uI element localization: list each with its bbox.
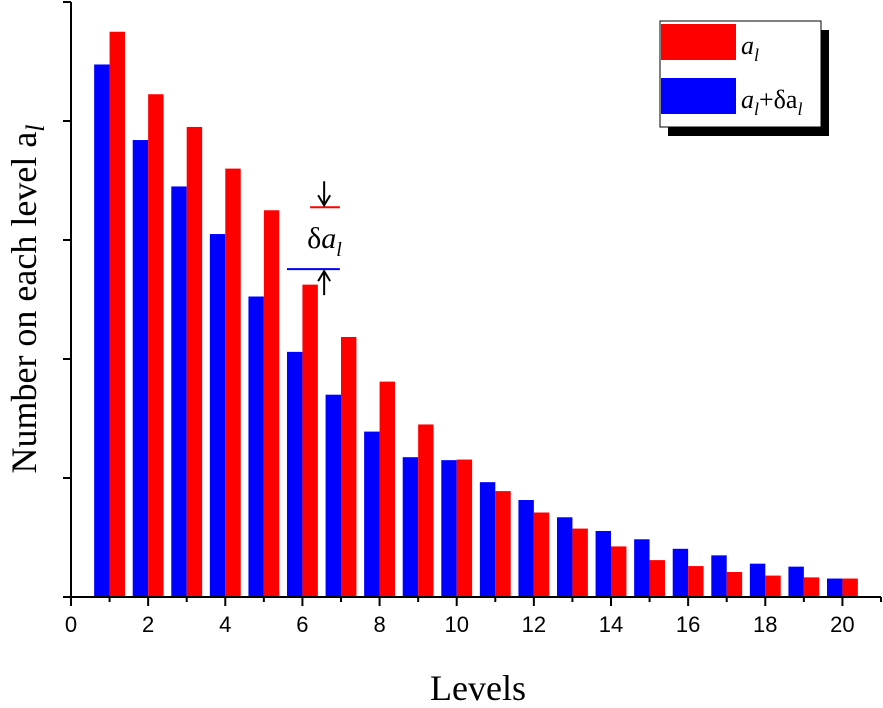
bar-a-plus-delta-8: [364, 431, 380, 597]
y-axis-title: Number on each level al: [4, 124, 50, 473]
x-ticks: 0 2 4 6 8 10 12 14 16 18 20: [65, 597, 882, 637]
delta-label-italic: a: [321, 222, 336, 255]
bar-a-plus-delta-12: [518, 500, 534, 597]
bar-a-14: [611, 546, 627, 597]
bar-a-plus-delta-7: [325, 394, 341, 597]
bar-a-plus-delta-14: [595, 530, 611, 597]
x-tick-label: 10: [444, 612, 468, 637]
legend-swatch-red: [661, 24, 736, 60]
bar-a-17: [726, 572, 743, 597]
legend-label-a-plus-delta: al+δal: [741, 85, 803, 119]
bar-a-plus-delta-19: [788, 566, 804, 597]
bar-a-11: [495, 491, 511, 597]
bar-a-18: [765, 575, 781, 597]
bars-layer: [94, 31, 858, 598]
bar-a-plus-delta-15: [634, 539, 650, 597]
bar-a-plus-delta-9: [402, 457, 419, 597]
x-tick-label: 20: [830, 612, 854, 637]
y-ticks: [63, 1, 71, 598]
bar-a-plus-delta-13: [557, 517, 573, 597]
x-axis-title: Levels: [430, 668, 526, 708]
bar-a-plus-delta-3: [171, 186, 187, 597]
bar-a-plus-delta-1: [94, 64, 110, 598]
delta-arrow-up-head: [317, 269, 332, 282]
bar-a-15: [649, 560, 665, 597]
x-tick-label: 0: [65, 612, 77, 637]
bar-a-6: [302, 284, 318, 598]
bar-a-16: [688, 566, 704, 597]
bar-a-3: [186, 126, 203, 597]
bar-a-plus-delta-16: [672, 548, 689, 597]
legend-label-a: al: [741, 31, 759, 65]
bar-a-plus-delta-20: [827, 578, 843, 597]
bar-a-plus-delta-5: [248, 296, 264, 597]
bar-a-plus-delta-2: [132, 140, 149, 598]
bar-a-10: [456, 459, 473, 597]
bar-a-5: [263, 210, 280, 597]
bar-a-19: [803, 577, 820, 597]
delta-label: δal: [307, 222, 342, 261]
bar-a-plus-delta-17: [711, 555, 727, 597]
bar-a-12: [533, 512, 550, 597]
bar-a-2: [148, 94, 164, 597]
bar-a-7: [341, 336, 357, 597]
delta-arrow-down-head: [317, 194, 332, 208]
x-tick-label: 8: [373, 612, 385, 637]
bar-a-13: [572, 528, 588, 597]
axes-layer: [70, 2, 881, 598]
delta-label-main: δ: [307, 222, 321, 255]
delta-annotation: δal: [287, 181, 342, 296]
bar-a-plus-delta-4: [209, 234, 226, 598]
y-axis-title-subscript: l: [21, 124, 50, 131]
legend-swatch-blue: [661, 78, 736, 114]
bar-a-plus-delta-18: [749, 563, 766, 597]
x-tick-label: 6: [296, 612, 308, 637]
bar-a-9: [418, 424, 434, 597]
x-tick-label: 12: [522, 612, 546, 637]
x-tick-label: 4: [219, 612, 231, 637]
bar-a-plus-delta-10: [441, 460, 457, 597]
bar-a-4: [225, 168, 241, 597]
bar-a-8: [379, 381, 395, 597]
delta-label-subscript: l: [336, 239, 342, 261]
bar-a-1: [109, 31, 125, 597]
bar-a-plus-delta-11: [479, 482, 496, 597]
legend: al al+δal: [659, 20, 829, 136]
x-tick-label: 2: [142, 612, 154, 637]
bar-a-20: [842, 578, 858, 597]
x-tick-label: 16: [676, 612, 700, 637]
x-tick-label: 14: [599, 612, 623, 637]
x-tick-label: 18: [753, 612, 777, 637]
bar-a-plus-delta-6: [287, 351, 303, 597]
